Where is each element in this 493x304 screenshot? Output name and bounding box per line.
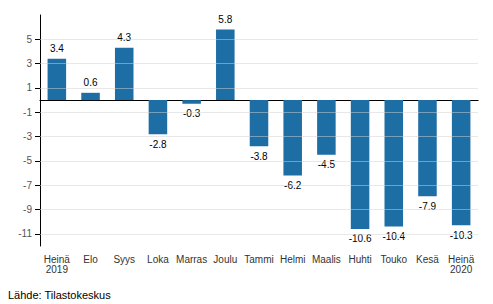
- svg-text:0.6: 0.6: [84, 77, 98, 88]
- svg-text:-3.8: -3.8: [250, 151, 268, 162]
- svg-text:-1: -1: [23, 107, 32, 118]
- svg-text:-5: -5: [23, 155, 32, 166]
- svg-text:4.3: 4.3: [117, 32, 131, 43]
- svg-text:2019: 2019: [46, 264, 69, 275]
- svg-text:2020: 2020: [450, 264, 473, 275]
- svg-text:Elo: Elo: [83, 254, 98, 265]
- svg-text:Huhti: Huhti: [348, 254, 371, 265]
- svg-text:Loka: Loka: [147, 254, 169, 265]
- svg-text:-9: -9: [23, 204, 32, 215]
- svg-text:-10.4: -10.4: [382, 231, 405, 242]
- svg-text:-7.9: -7.9: [419, 201, 437, 212]
- svg-text:Syys: Syys: [113, 254, 135, 265]
- svg-text:-11: -11: [18, 228, 32, 239]
- svg-text:Marras: Marras: [176, 254, 207, 265]
- svg-text:Joulu: Joulu: [213, 254, 237, 265]
- svg-text:-0.3: -0.3: [183, 108, 201, 119]
- svg-text:Maalis: Maalis: [312, 254, 341, 265]
- svg-text:Heinä: Heinä: [43, 253, 70, 265]
- svg-text:-7: -7: [23, 180, 32, 191]
- svg-text:3.4: 3.4: [50, 43, 64, 54]
- svg-text:-10.6: -10.6: [349, 233, 372, 244]
- svg-text:Helmi: Helmi: [280, 254, 306, 265]
- svg-text:Kesä: Kesä: [416, 254, 439, 265]
- svg-text:-3: -3: [23, 131, 32, 142]
- svg-text:Touko: Touko: [380, 254, 407, 265]
- svg-text:Heinä: Heinä: [448, 253, 475, 265]
- svg-text:-2.8: -2.8: [149, 139, 167, 150]
- svg-text:3: 3: [26, 58, 32, 69]
- svg-text:Lähde: Tilastokeskus: Lähde: Tilastokeskus: [8, 289, 111, 301]
- svg-text:-4.5: -4.5: [318, 159, 336, 170]
- svg-text:1: 1: [26, 82, 32, 93]
- svg-text:-10.3: -10.3: [450, 230, 473, 241]
- svg-text:-6.2: -6.2: [284, 180, 302, 191]
- svg-text:5.8: 5.8: [218, 14, 232, 25]
- svg-text:Tammi: Tammi: [244, 254, 273, 265]
- svg-text:5: 5: [26, 34, 32, 45]
